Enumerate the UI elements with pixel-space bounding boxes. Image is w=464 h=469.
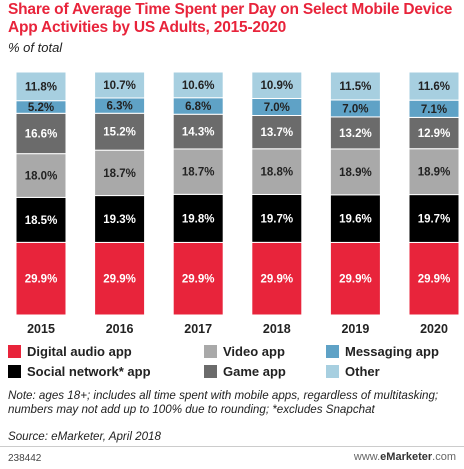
data-label: 14.3%: [182, 127, 215, 139]
legend-item-digital-audio: Digital audio app: [8, 344, 132, 359]
bar-segment: [172, 148, 224, 195]
data-label: 18.9%: [418, 167, 451, 179]
legend-swatch: [8, 365, 21, 378]
data-label: 12.9%: [418, 128, 451, 140]
legend-item-other: Other: [326, 364, 380, 379]
data-label: 16.6%: [25, 128, 58, 140]
bar-segment: [329, 148, 381, 196]
legend-item-game: Game app: [204, 364, 286, 379]
data-label: 18.9%: [339, 167, 372, 179]
bar-segment: [408, 241, 460, 316]
bar-segment: [329, 116, 381, 150]
bar-segment: [251, 148, 303, 195]
legend: Digital audio app Video app Messaging ap…: [8, 344, 458, 384]
bar-segment: [94, 149, 146, 197]
data-label: 10.7%: [103, 80, 136, 92]
bar-segment: [172, 193, 224, 243]
bar-segment: [408, 71, 460, 101]
data-label: 5.2%: [28, 102, 54, 114]
data-label: 29.9%: [182, 274, 215, 286]
x-tick-label: 2020: [420, 322, 448, 336]
data-label: 18.8%: [260, 167, 293, 179]
bar-segment: [329, 71, 381, 101]
legend-label: Video app: [223, 344, 285, 359]
url-suffix: .com: [432, 451, 456, 463]
legend-label: Messaging app: [345, 344, 439, 359]
data-label: 7.1%: [421, 104, 447, 116]
data-label: 11.6%: [418, 81, 450, 93]
legend-item-social-network: Social network* app: [8, 364, 151, 379]
data-label: 10.9%: [260, 80, 293, 92]
data-label: 6.3%: [106, 101, 132, 113]
data-label: 29.9%: [103, 274, 136, 286]
bar-segment: [251, 71, 303, 99]
data-label: 18.5%: [25, 215, 58, 227]
legend-label: Social network* app: [27, 364, 151, 379]
legend-swatch: [204, 365, 217, 378]
legend-label: Digital audio app: [27, 344, 132, 359]
data-label: 19.6%: [339, 214, 372, 226]
data-label: 13.2%: [339, 128, 372, 140]
bar-segment: [408, 194, 460, 243]
data-label: 11.5%: [339, 81, 371, 93]
data-label: 7.0%: [342, 103, 368, 115]
data-label: 10.6%: [182, 80, 215, 92]
data-label: 13.7%: [260, 127, 293, 139]
bar-segment: [15, 71, 67, 102]
legend-label: Other: [345, 364, 380, 379]
bar-segment: [172, 71, 224, 99]
data-label: 15.2%: [103, 127, 136, 139]
x-tick-label: 2016: [106, 322, 134, 336]
data-label: 29.9%: [260, 274, 293, 286]
footer-divider: [0, 446, 464, 447]
data-label: 7.0%: [264, 102, 290, 114]
x-tick-label: 2017: [184, 322, 212, 336]
url-prefix: www.: [353, 451, 381, 463]
data-label: 19.8%: [182, 213, 215, 225]
data-label: 11.8%: [25, 81, 57, 93]
bar-segment: [329, 194, 381, 243]
data-label: 18.7%: [103, 168, 136, 180]
url-brand: eMarketer: [380, 451, 433, 463]
bar-segment: [251, 114, 303, 150]
emarketer-link[interactable]: www.eMarketer.com: [354, 451, 456, 463]
legend-swatch: [326, 345, 339, 358]
legend-item-messaging: Messaging app: [326, 344, 439, 359]
bar-segment: [172, 241, 224, 316]
stacked-bar-chart: 29.9% 18.5% 18.0% 16.6% 5.2% 11.8% 2015 29.9% 19…: [15, 71, 460, 336]
data-label: 29.9%: [418, 274, 451, 286]
data-label: 18.7%: [182, 167, 215, 179]
data-label: 18.0%: [25, 171, 58, 183]
chart-source: Source: eMarketer, April 2018: [8, 430, 161, 443]
bar-segment: [15, 196, 67, 243]
x-tick-label: 2018: [263, 322, 291, 336]
bar-segment: [94, 112, 146, 151]
data-label: 29.9%: [339, 274, 372, 286]
bar-segment: [251, 193, 303, 243]
chart-note: Note: ages 18+; includes all time spent …: [8, 389, 439, 416]
data-label: 29.9%: [25, 274, 58, 286]
legend-swatch: [8, 345, 21, 358]
chart-id: 238442: [8, 453, 42, 464]
data-label: 19.7%: [418, 214, 451, 226]
legend-label: Game app: [223, 364, 286, 379]
data-label: 6.8%: [185, 101, 211, 113]
chart-title: Share of Average Time Spent per Day on S…: [8, 1, 453, 36]
x-tick-label: 2015: [27, 322, 55, 336]
x-tick-label: 2019: [341, 322, 369, 336]
legend-swatch: [204, 345, 217, 358]
legend-swatch: [326, 365, 339, 378]
bar-segment: [251, 241, 303, 316]
bar-segment: [15, 241, 67, 316]
data-label: 19.3%: [103, 214, 136, 226]
bar-segment: [94, 71, 146, 99]
data-label: 19.7%: [260, 213, 293, 225]
legend-item-video: Video app: [204, 344, 285, 359]
chart-subtitle: % of total: [8, 40, 63, 55]
bar-segment: [329, 241, 381, 316]
